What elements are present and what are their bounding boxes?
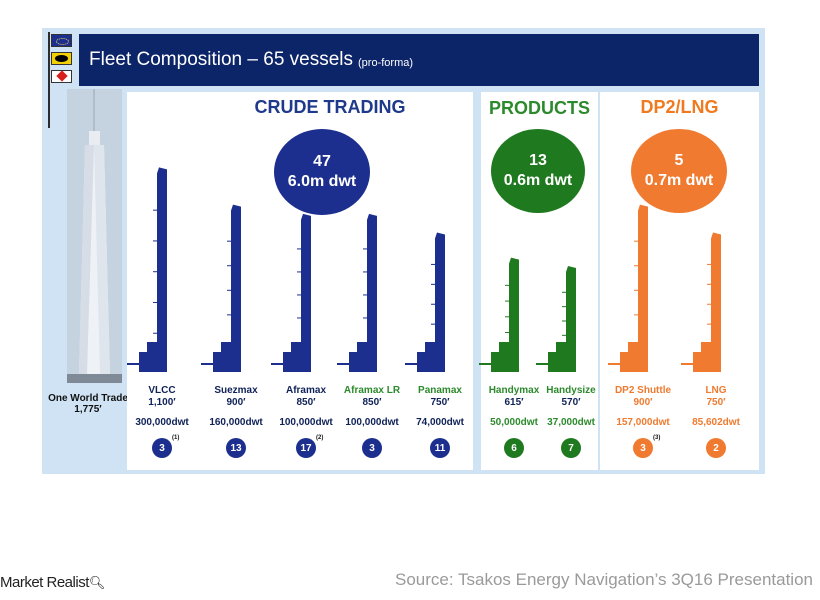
dp2-lng-dwt: 0.7m dwt xyxy=(644,172,714,189)
ship-label: VLCC 1,100′ xyxy=(127,385,197,409)
ship-length: 850′ xyxy=(296,397,316,408)
ship-0 xyxy=(127,167,167,372)
ship-dwt: 100,000dwt xyxy=(279,417,333,428)
ship-name: Handysize xyxy=(546,385,596,396)
ship-count-badge: 17 xyxy=(296,438,316,458)
ship-1 xyxy=(201,204,241,372)
ship-length: 615′ xyxy=(504,397,524,408)
ship-4 xyxy=(405,232,445,372)
tower-name: One World Trade xyxy=(48,393,128,404)
ship-count-badge: 13 xyxy=(226,438,246,458)
ship-label: DP2 Shuttle 900′ xyxy=(608,385,678,409)
ship-label: Aframax LR 850′ xyxy=(337,385,407,409)
ship-5 xyxy=(479,257,519,372)
crude-dwt: 6.0m dwt xyxy=(287,173,357,190)
ship-3 xyxy=(337,213,377,372)
ship-length: 850′ xyxy=(362,397,382,408)
ship-dwt: 157,000dwt xyxy=(616,417,670,428)
slide-title: Fleet Composition – 65 vessels xyxy=(89,49,354,70)
section-title-products: PRODUCTS xyxy=(488,98,590,118)
products-dwt: 0.6m dwt xyxy=(503,172,573,189)
ship-footnote: (2) xyxy=(316,435,324,441)
ship-dwt: 50,000dwt xyxy=(490,417,538,428)
ship-name: VLCC xyxy=(148,385,176,396)
ship-2 xyxy=(271,213,311,372)
ship-name: Aframax LR xyxy=(343,385,401,396)
ship-6 xyxy=(536,265,576,372)
ship-name: Handymax xyxy=(488,385,540,396)
ship-dwt: 160,000dwt xyxy=(209,417,263,428)
ship-label: Suezmax 900′ xyxy=(201,385,271,409)
section-title-crude: CRUDE TRADING xyxy=(254,97,406,117)
ship-length: 1,100′ xyxy=(148,397,176,408)
ship-dwt: 85,602dwt xyxy=(692,417,740,428)
eu-flag-icon xyxy=(51,34,72,47)
ship-label: LNG 750′ xyxy=(681,385,751,409)
ship-label: Handysize 570′ xyxy=(536,385,606,409)
ship-label: Handymax 615′ xyxy=(479,385,549,409)
crude-vessel-count: 47 xyxy=(313,153,331,170)
ship-7 xyxy=(608,204,648,372)
ship-count-badge: 3 xyxy=(633,438,653,458)
one-world-trade-photo xyxy=(67,89,122,383)
tower-label: One World Trade 1,775′ xyxy=(42,393,134,415)
dp2-lng-vessel-count: 5 xyxy=(674,152,684,169)
ship-length: 900′ xyxy=(226,397,246,408)
title-bar: Fleet Composition – 65 vessels (pro-form… xyxy=(79,34,759,86)
ship-label: Panamax 750′ xyxy=(405,385,475,409)
ship-length: 570′ xyxy=(561,397,581,408)
ship-count-badge: 2 xyxy=(706,438,726,458)
ship-length: 750′ xyxy=(706,397,726,408)
ship-dwt: 100,000dwt xyxy=(345,417,399,428)
ship-count-badge: 6 xyxy=(504,438,524,458)
ship-name: Panamax xyxy=(418,385,462,396)
brand-name: Market Realist xyxy=(0,574,89,591)
ship-length: 900′ xyxy=(633,397,653,408)
flagpole xyxy=(48,32,50,128)
ship-name: Suezmax xyxy=(214,385,258,396)
slide-title-note: (pro-forma) xyxy=(358,56,414,69)
market-realist-logo: Market Realist🔍︎ xyxy=(0,574,105,591)
dp2-lng-summary-circle: 5 0.7m dwt xyxy=(631,129,727,213)
tower-height: 1,775′ xyxy=(74,404,102,415)
ship-count-badge: 11 xyxy=(430,438,450,458)
company-flag-icon xyxy=(51,52,72,65)
ship-count-badge: 3 xyxy=(152,438,172,458)
ship-label: Aframax 850′ xyxy=(271,385,341,409)
ship-footnote: (3) xyxy=(653,435,661,441)
magnifier-icon: 🔍︎ xyxy=(88,575,106,590)
pennant-flag-icon xyxy=(51,70,72,83)
ship-name: Aframax xyxy=(285,385,327,396)
ship-length: 750′ xyxy=(430,397,450,408)
ship-dwt: 37,000dwt xyxy=(547,417,595,428)
products-summary-circle: 13 0.6m dwt xyxy=(491,129,585,213)
ship-footnote: (1) xyxy=(172,435,180,441)
products-vessel-count: 13 xyxy=(529,152,547,169)
ship-count-badge: 3 xyxy=(362,438,382,458)
ship-dwt: 74,000dwt xyxy=(416,417,464,428)
ship-count-badge: 7 xyxy=(561,438,581,458)
source-credit: Source: Tsakos Energy Navigation’s 3Q16 … xyxy=(394,570,813,589)
ship-name: DP2 Shuttle xyxy=(614,385,672,396)
crude-summary-circle: 47 6.0m dwt xyxy=(274,129,370,215)
ship-8 xyxy=(681,232,721,372)
section-title-dp2-lng: DP2/LNG xyxy=(640,97,719,117)
ship-dwt: 300,000dwt xyxy=(135,417,189,428)
ship-name: LNG xyxy=(705,385,727,396)
